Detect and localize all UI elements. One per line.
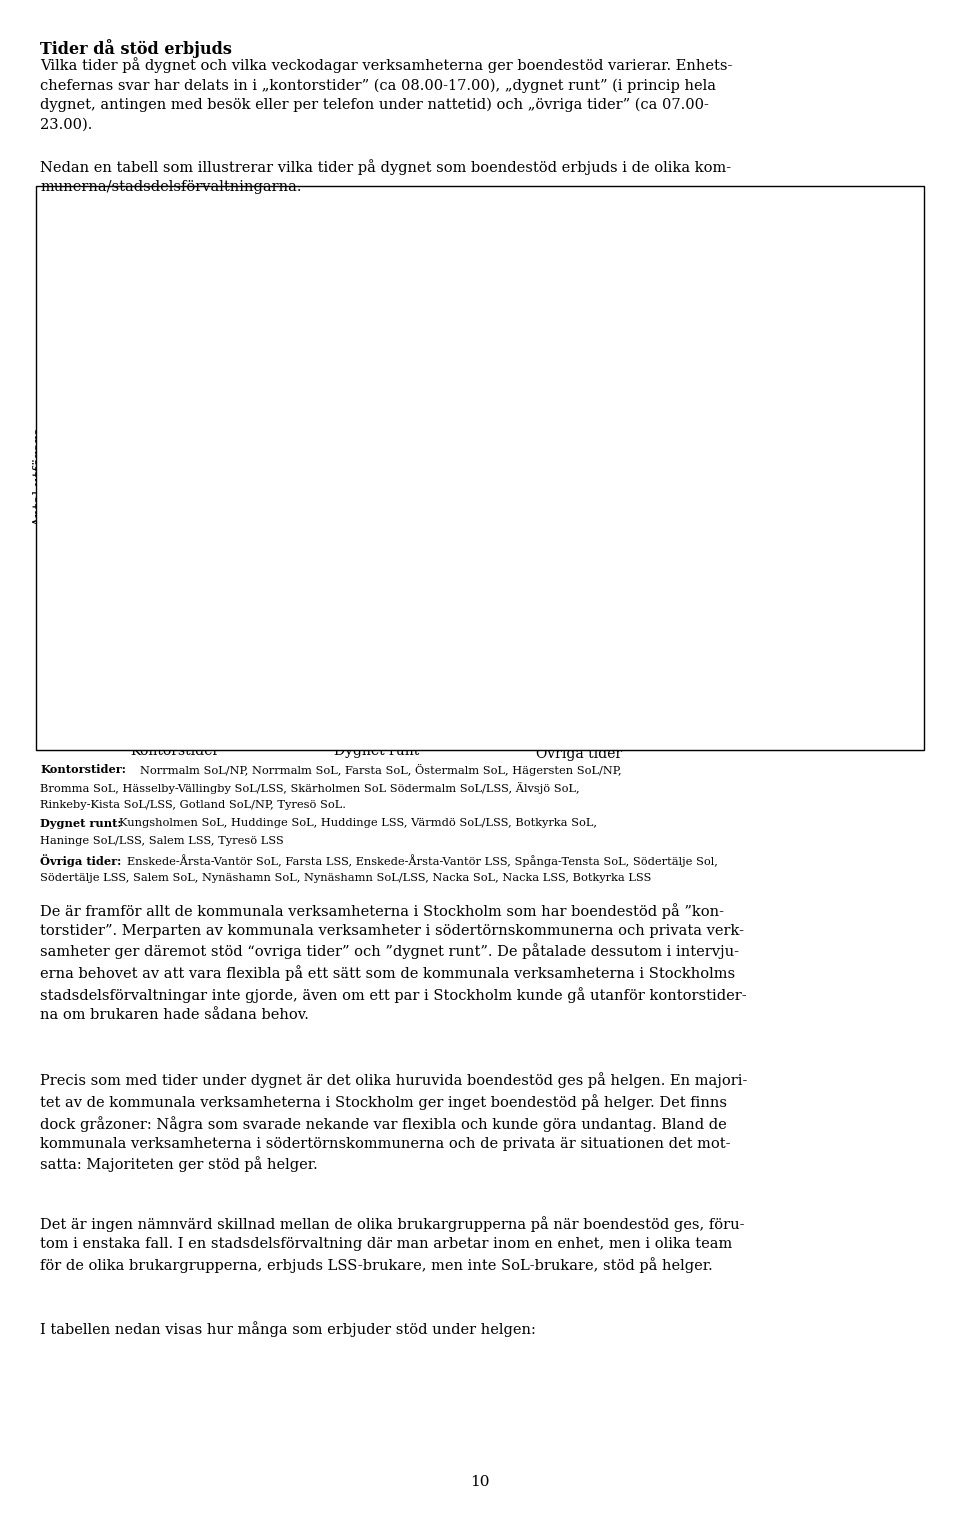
Bar xyxy=(153,648,197,735)
Text: Vilka tider på dygnet och vilka veckodagar verksamheterna ger boendestöd variera: Vilka tider på dygnet och vilka veckodag… xyxy=(40,58,732,132)
Text: Kungsholmen SoL, Huddinge SoL, Huddinge LSS, Värmdö SoL/LSS, Botkyrka SoL,: Kungsholmen SoL, Huddinge SoL, Huddinge … xyxy=(119,818,597,829)
Text: Priavata utförare: Priavata utförare xyxy=(729,550,844,564)
Bar xyxy=(686,421,719,467)
Text: Kontorstider:: Kontorstider: xyxy=(40,764,126,774)
Text: Precis som med tider under dygnet är det olika huruvida boendestöd ges på helgen: Precis som med tider under dygnet är det… xyxy=(40,1073,748,1173)
Bar xyxy=(512,520,557,735)
Bar xyxy=(686,535,719,580)
Text: Nedan en tabell som illustrerar vilka tider på dygnet som boendestöd erbjuds i d: Nedan en tabell som illustrerar vilka ti… xyxy=(40,159,732,194)
Text: Södertörnskommuner: Södertörnskommuner xyxy=(729,436,876,450)
Bar xyxy=(557,391,601,735)
Text: Rinkeby-Kista SoL/LSS, Gotland SoL/NP, Tyresö SoL.: Rinkeby-Kista SoL/LSS, Gotland SoL/NP, T… xyxy=(40,800,347,811)
Text: Enskede-Årsta-Vantör SoL, Farsta LSS, Enskede-Årsta-Vantör LSS, Spånga-Tensta So: Enskede-Årsta-Vantör SoL, Farsta LSS, En… xyxy=(127,854,717,867)
Bar xyxy=(310,692,354,735)
Title: Tider på dygnet då stöd erbjuds: Tider på dygnet då stöd erbjuds xyxy=(216,191,538,212)
Bar xyxy=(399,648,444,735)
Text: 10: 10 xyxy=(470,1474,490,1489)
Text: Södertälje LSS, Salem SoL, Nynäshamn SoL, Nynäshamn SoL/LSS, Nacka SoL, Nacka LS: Södertälje LSS, Salem SoL, Nynäshamn SoL… xyxy=(40,873,652,883)
Text: Stockholms stadsdelar: Stockholms stadsdelar xyxy=(729,323,880,336)
Bar xyxy=(108,262,153,735)
Text: I tabellen nedan visas hur många som erbjuder stöd under helgen:: I tabellen nedan visas hur många som erb… xyxy=(40,1321,537,1336)
Text: Haninge SoL/LSS, Salem LSS, Tyresö LSS: Haninge SoL/LSS, Salem LSS, Tyresö LSS xyxy=(40,836,284,847)
Text: Det är ingen nämnvärd skillnad mellan de olika brukargrupperna på när boendestöd: Det är ingen nämnvärd skillnad mellan de… xyxy=(40,1217,745,1273)
Text: Tider då stöd erbjuds: Tider då stöd erbjuds xyxy=(40,39,232,59)
Text: Dygnet runt:: Dygnet runt: xyxy=(40,818,122,829)
Text: Norrmalm SoL/NP, Norrmalm SoL, Farsta SoL, Östermalm SoL, Hägersten SoL/NP,: Norrmalm SoL/NP, Norrmalm SoL, Farsta So… xyxy=(140,764,622,776)
Bar xyxy=(686,308,719,353)
Bar xyxy=(601,391,645,735)
Text: Övriga tider:: Övriga tider: xyxy=(40,854,122,867)
Y-axis label: Antal utförare: Antal utförare xyxy=(34,427,47,527)
Bar xyxy=(197,648,242,735)
Text: De är framför allt de kommunala verksamheterna i Stockholm som har boendestöd på: De är framför allt de kommunala verksamh… xyxy=(40,903,747,1021)
Bar xyxy=(354,435,399,735)
Text: Bromma SoL, Hässelby-Vällingby SoL/LSS, Skärholmen SoL Södermalm SoL/LSS, Älvsjö: Bromma SoL, Hässelby-Vällingby SoL/LSS, … xyxy=(40,782,580,794)
